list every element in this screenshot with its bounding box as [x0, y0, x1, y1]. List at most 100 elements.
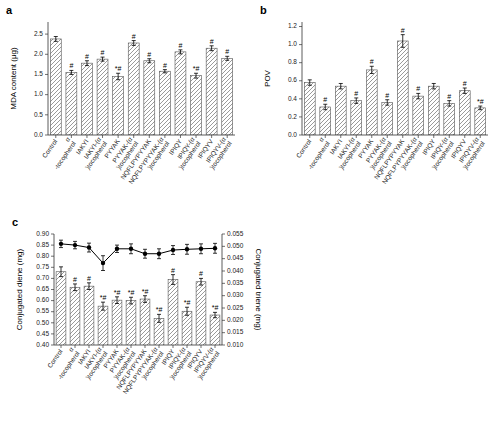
error-cap [323, 104, 327, 105]
x-tick [480, 135, 481, 138]
error-bar [157, 314, 161, 322]
x-tick [201, 345, 202, 348]
x-tick-label: Control [295, 137, 313, 159]
error-bar [308, 80, 312, 85]
y-tick-label: 1.2 [288, 22, 297, 29]
bar [56, 272, 66, 345]
bar [413, 96, 424, 135]
y-tick-label: 0.6 [288, 76, 297, 83]
x-tick [149, 135, 150, 138]
y-tick [222, 283, 225, 284]
x-tick [61, 345, 62, 348]
bar [475, 108, 486, 135]
error-stem [55, 37, 56, 42]
x-tick [449, 135, 450, 138]
error-cap [132, 45, 136, 46]
error-cap [323, 109, 327, 110]
y-tick [51, 256, 54, 257]
x-tick [340, 135, 341, 138]
error-bar [432, 83, 436, 88]
y-tick-label: 0.0 [288, 131, 297, 138]
error-cap [432, 88, 436, 89]
error-bar [210, 46, 214, 51]
y-tick-label: 1.0 [288, 40, 297, 47]
error-bar [157, 249, 161, 259]
error-cap [171, 254, 175, 255]
bar [70, 287, 80, 345]
error-cap [73, 290, 77, 291]
y-tick-label: 0.050 [227, 242, 244, 249]
x-tick-label: α-tocopherol [47, 135, 78, 171]
error-bar [143, 296, 147, 303]
error-stem [75, 241, 76, 248]
y-tick-label: 0.90 [36, 230, 49, 237]
error-bar [54, 37, 58, 42]
error-stem [215, 243, 216, 253]
x-tick [433, 135, 434, 138]
y-tick [299, 116, 302, 117]
error-cap [87, 282, 91, 283]
error-stem [117, 297, 118, 304]
bar [366, 70, 377, 135]
error-bar [101, 302, 105, 310]
error-cap [213, 253, 217, 254]
error-cap [132, 40, 136, 41]
y-tick-label: 2.0 [34, 50, 43, 57]
y-tick-label: 1.5 [34, 70, 43, 77]
x-tick [75, 345, 76, 348]
bar [428, 86, 439, 135]
x-tick-label-line: Control [295, 137, 313, 159]
error-stem [464, 88, 465, 93]
x-tick-label-line: NQFLPYPYYAK-(α [381, 136, 419, 186]
error-cap [185, 315, 189, 316]
annotation: # [323, 96, 327, 103]
error-stem [103, 256, 104, 271]
x-tick [164, 135, 165, 138]
error-cap [385, 105, 389, 106]
error-stem [433, 83, 434, 88]
error-bar [185, 244, 189, 254]
error-bar [401, 35, 405, 48]
x-tick-label: IPIQYV-(α)tocopherol [203, 135, 234, 171]
annotation: *# [100, 294, 107, 301]
annotations: ########*# [323, 27, 483, 105]
y-tick [51, 267, 54, 268]
y-tick [222, 246, 225, 247]
error-cap [432, 83, 436, 84]
error-cap [199, 243, 203, 244]
y-tick-label: 0.75 [36, 263, 49, 270]
error-cap [163, 69, 167, 70]
y-axis-label: Conjugated diene (mg) [15, 248, 24, 330]
error-cap [416, 98, 420, 99]
chart-root: ###*#####*###0.00.51.01.52.02.5Controlα-… [0, 0, 500, 423]
error-cap [354, 97, 358, 98]
error-bar [59, 267, 63, 277]
annotation: *# [477, 98, 484, 105]
bar [154, 318, 164, 345]
error-cap [157, 322, 161, 323]
error-stem [371, 66, 372, 73]
annotation: *# [212, 304, 219, 311]
error-bar [115, 245, 119, 252]
y-tick [222, 345, 225, 346]
error-cap [143, 258, 147, 259]
x-tick [325, 135, 326, 138]
annotation: # [210, 38, 214, 45]
x-tick-label-line: Control [46, 347, 64, 369]
error-cap [73, 283, 77, 284]
y-tick-label: 0.80 [36, 252, 49, 259]
panel-title: c [12, 216, 18, 228]
error-cap [116, 79, 120, 80]
error-cap [85, 60, 89, 61]
error-cap [185, 307, 189, 308]
error-cap [339, 88, 343, 89]
y-tick-label: 0.2 [288, 113, 297, 120]
error-cap [129, 253, 133, 254]
y-tick-label: 0.65 [36, 285, 49, 292]
error-bar [115, 297, 119, 304]
y-tick [51, 333, 54, 334]
bar [159, 71, 170, 135]
bar [128, 43, 139, 135]
error-cap [210, 50, 214, 51]
error-stem [187, 244, 188, 254]
